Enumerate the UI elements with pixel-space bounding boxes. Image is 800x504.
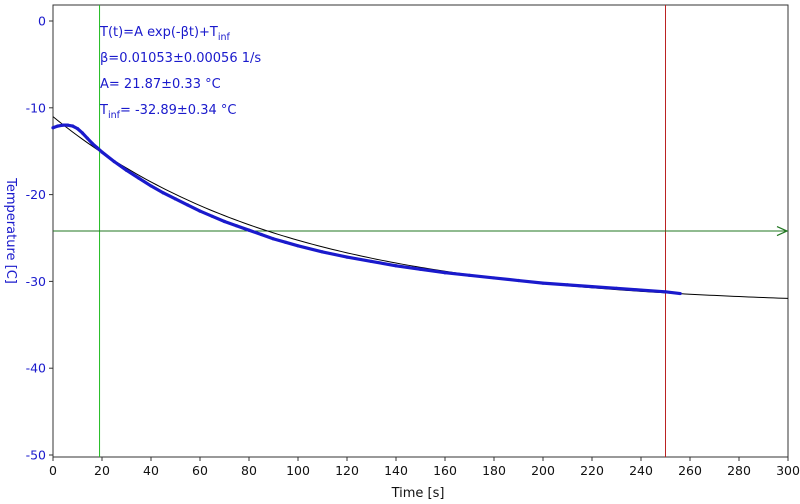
data-point — [51, 126, 55, 130]
annotation-text: T(t)=A exp(-βt)+T — [99, 25, 218, 40]
data-point — [443, 271, 447, 275]
x-tick-label: 80 — [241, 463, 257, 478]
cursor-arrow-icon — [776, 226, 789, 237]
x-tick-label: 220 — [580, 463, 604, 478]
data-point — [186, 203, 190, 207]
data-point — [137, 176, 141, 180]
annotation-text: T — [99, 103, 108, 118]
y-tick-label: -40 — [26, 361, 46, 376]
annotation-text: = -32.89±0.34 °C — [120, 103, 236, 118]
x-tick-label: 20 — [94, 463, 110, 478]
data-point — [247, 228, 251, 232]
data-point — [173, 197, 178, 201]
data-point — [61, 123, 65, 127]
data-point — [124, 168, 129, 172]
x-tick-label: 240 — [629, 463, 653, 478]
data-point — [66, 123, 70, 127]
x-tick-label: 300 — [776, 463, 800, 478]
annotation-text: β=0.01053±0.00056 1/s — [100, 51, 261, 66]
data-point — [678, 291, 682, 296]
data-point — [345, 255, 349, 259]
x-tick-label: 280 — [727, 463, 751, 478]
data-point — [492, 276, 496, 280]
x-axis-title: Time [s] — [391, 486, 445, 501]
data-point — [85, 136, 89, 140]
data-point — [56, 124, 60, 128]
data-series-group — [51, 123, 682, 296]
data-point — [663, 290, 668, 294]
y-tick-label: 0 — [38, 14, 46, 29]
x-tick-label: 100 — [286, 463, 310, 478]
x-tick-label: 40 — [143, 463, 159, 478]
data-point — [271, 237, 276, 241]
x-tick-label: 60 — [192, 463, 208, 478]
y-tick-label: -20 — [26, 187, 46, 202]
data-point — [565, 283, 570, 287]
fit-annotation-line: β=0.01053±0.00056 1/s — [100, 51, 261, 66]
y-tick-label: -30 — [26, 274, 46, 289]
data-point — [296, 244, 300, 248]
y-axis-ticks: 0 -10 -20 -30 -40 -50 — [26, 14, 53, 463]
data-point — [639, 288, 643, 292]
data-point — [614, 286, 619, 290]
x-tick-label: 0 — [49, 463, 57, 478]
data-point — [112, 160, 116, 164]
data-point — [149, 184, 153, 188]
cursor-lines — [53, 5, 789, 457]
fit-annotation-line: T(t)=A exp(-βt)+Tinf — [99, 25, 231, 43]
data-point — [369, 259, 374, 264]
annotation-subscript: inf — [108, 110, 121, 121]
data-point — [259, 232, 263, 237]
data-point — [100, 150, 104, 154]
data-point — [161, 191, 165, 195]
data-point — [541, 281, 545, 285]
fit-annotation-line: A= 21.87±0.33 °C — [100, 77, 221, 92]
data-point — [320, 250, 325, 254]
data-point — [222, 219, 227, 224]
data-point — [90, 141, 94, 145]
y-tick-label: -10 — [26, 100, 46, 115]
x-axis-ticks: 0 20 40 60 80 100 120 140 160 180 200 220 240 260 280 3… — [49, 457, 800, 478]
y-tick-label: -50 — [26, 448, 46, 463]
x-tick-label: 260 — [678, 463, 702, 478]
x-tick-label: 160 — [433, 463, 457, 478]
annotation-text: A= 21.87±0.33 °C — [100, 77, 221, 92]
data-point — [284, 240, 288, 244]
data-point — [394, 264, 398, 268]
data-point — [75, 127, 80, 131]
annotation-subscript: inf — [218, 32, 231, 43]
data-point — [210, 214, 214, 218]
fit-annotation-line: Tinf= -32.89±0.34 °C — [99, 103, 236, 121]
x-tick-label: 120 — [335, 463, 359, 478]
data-point — [590, 285, 594, 289]
data-point — [80, 131, 84, 135]
data-point — [198, 209, 202, 213]
data-point — [71, 124, 75, 128]
x-tick-label: 180 — [482, 463, 506, 478]
data-point — [516, 278, 521, 283]
data-point — [95, 146, 99, 150]
x-tick-label: 200 — [531, 463, 555, 478]
data-point — [418, 267, 423, 271]
data-point — [467, 273, 472, 277]
y-axis-title: Temperature [C] — [3, 177, 18, 284]
data-point — [235, 224, 239, 228]
x-tick-label: 140 — [384, 463, 408, 478]
